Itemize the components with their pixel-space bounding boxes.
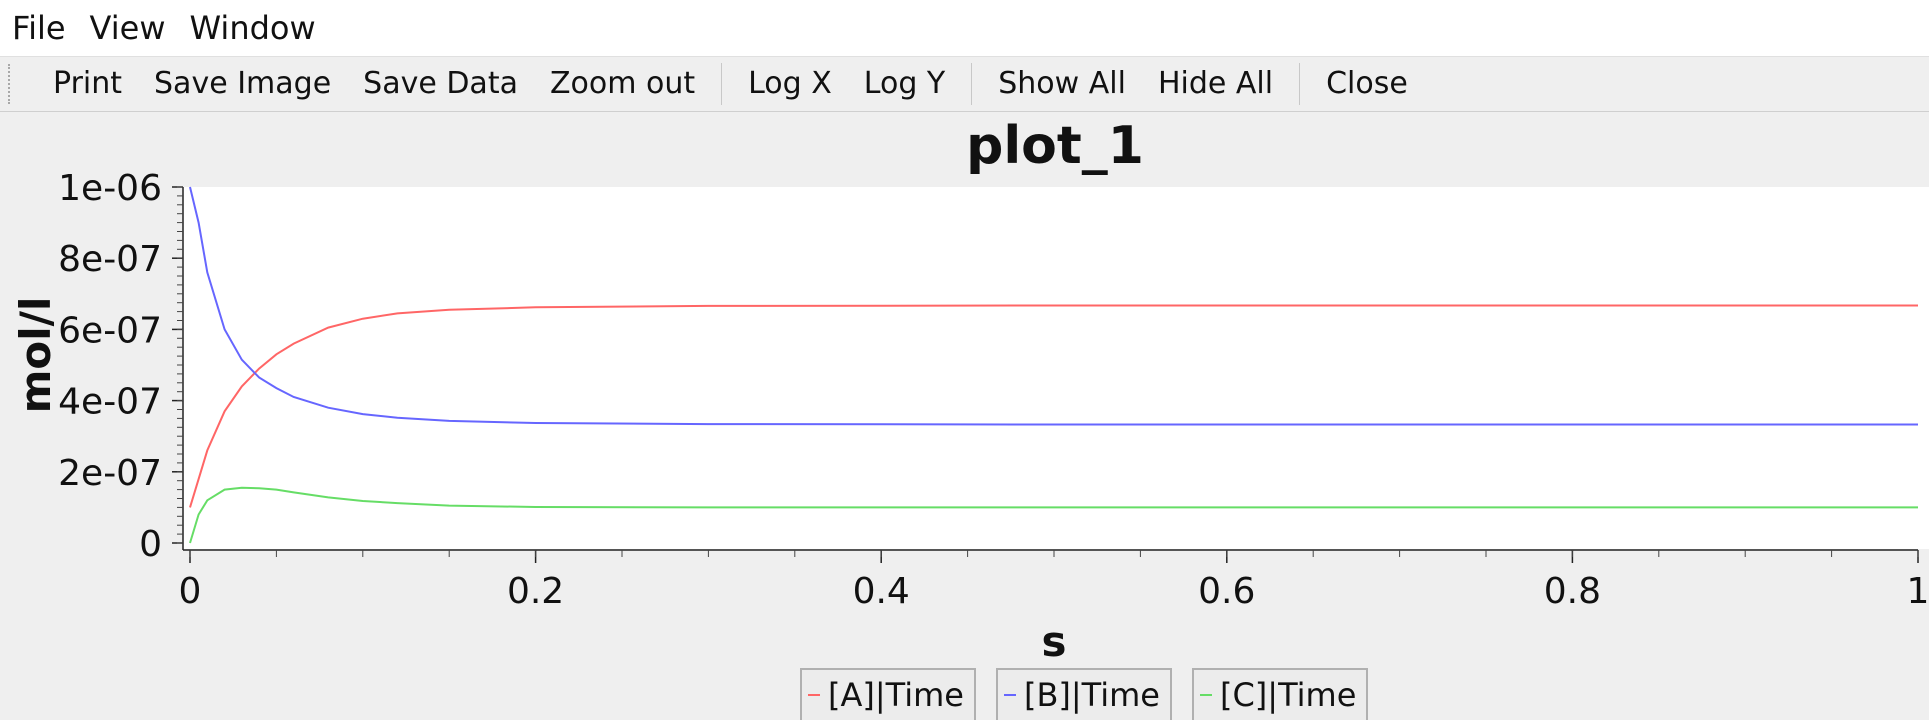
legend-item-a[interactable]: [A]|Time: [800, 668, 976, 720]
axes: 0 2e-07 4e-07 6e-07 8e-07 1e-06 0 0.2 0.4 0.6 0.8 1: [58, 168, 1929, 612]
toolbar-grip-handle[interactable]: [8, 64, 13, 104]
series-line-b: [189, 186, 1918, 426]
menu-bar: File View Window: [0, 0, 1929, 56]
zoom-out-button[interactable]: Zoom out: [549, 66, 696, 101]
x-tick-label: 0: [179, 571, 202, 612]
menu-file[interactable]: File: [12, 9, 66, 47]
legend-swatch-a: [808, 694, 820, 696]
x-tick-label: 1: [1907, 571, 1929, 612]
x-tick-label: 0.2: [507, 571, 564, 612]
legend-label-c: [C]|Time: [1219, 676, 1357, 714]
menu-window[interactable]: Window: [189, 9, 316, 47]
hide-all-button[interactable]: Hide All: [1157, 66, 1274, 101]
toolbar: Print Save Image Save Data Zoom out Log …: [0, 56, 1929, 112]
y-tick-label: 1e-06: [58, 168, 162, 209]
series-line-c: [189, 486, 1918, 544]
save-image-button[interactable]: Save Image: [154, 66, 332, 101]
y-tick-label: 8e-07: [58, 239, 162, 280]
toolbar-separator: [1299, 63, 1301, 105]
y-tick-label: 0: [139, 524, 162, 565]
series-layer: [189, 186, 1918, 544]
legend-swatch-b: [1003, 694, 1016, 696]
x-axis-title: s: [1042, 617, 1067, 666]
x-tick-label: 0.6: [1198, 571, 1255, 612]
y-tick-label: 2e-07: [58, 453, 162, 494]
y-axis-title: mol/l: [11, 297, 60, 414]
save-data-button[interactable]: Save Data: [363, 66, 518, 101]
x-tick-label: 0.4: [853, 571, 910, 612]
legend-item-c[interactable]: [C]|Time: [1191, 668, 1369, 720]
legend-swatch-c: [1199, 694, 1212, 696]
legend-label-b: [B]|Time: [1023, 676, 1160, 714]
toolbar-separator: [971, 63, 973, 105]
legend-label-a: [A]|Time: [828, 676, 964, 714]
log-y-button[interactable]: Log Y: [863, 66, 946, 101]
plot-title: plot_1: [966, 116, 1144, 176]
y-tick-label: 6e-07: [58, 310, 162, 351]
toolbar-separator: [721, 63, 723, 105]
series-line-a: [189, 304, 1918, 508]
x-tick-label: 0.8: [1544, 571, 1601, 612]
show-all-button[interactable]: Show All: [998, 66, 1126, 101]
close-button[interactable]: Close: [1326, 66, 1408, 101]
plot-canvas[interactable]: [183, 187, 1929, 549]
menu-view[interactable]: View: [89, 9, 166, 47]
print-button[interactable]: Print: [53, 66, 123, 101]
legend: [A]|Time [B]|Time [C]|Time: [800, 668, 1369, 720]
legend-item-b[interactable]: [B]|Time: [995, 668, 1172, 720]
y-tick-label: 4e-07: [58, 382, 162, 423]
log-x-button[interactable]: Log X: [748, 66, 832, 101]
